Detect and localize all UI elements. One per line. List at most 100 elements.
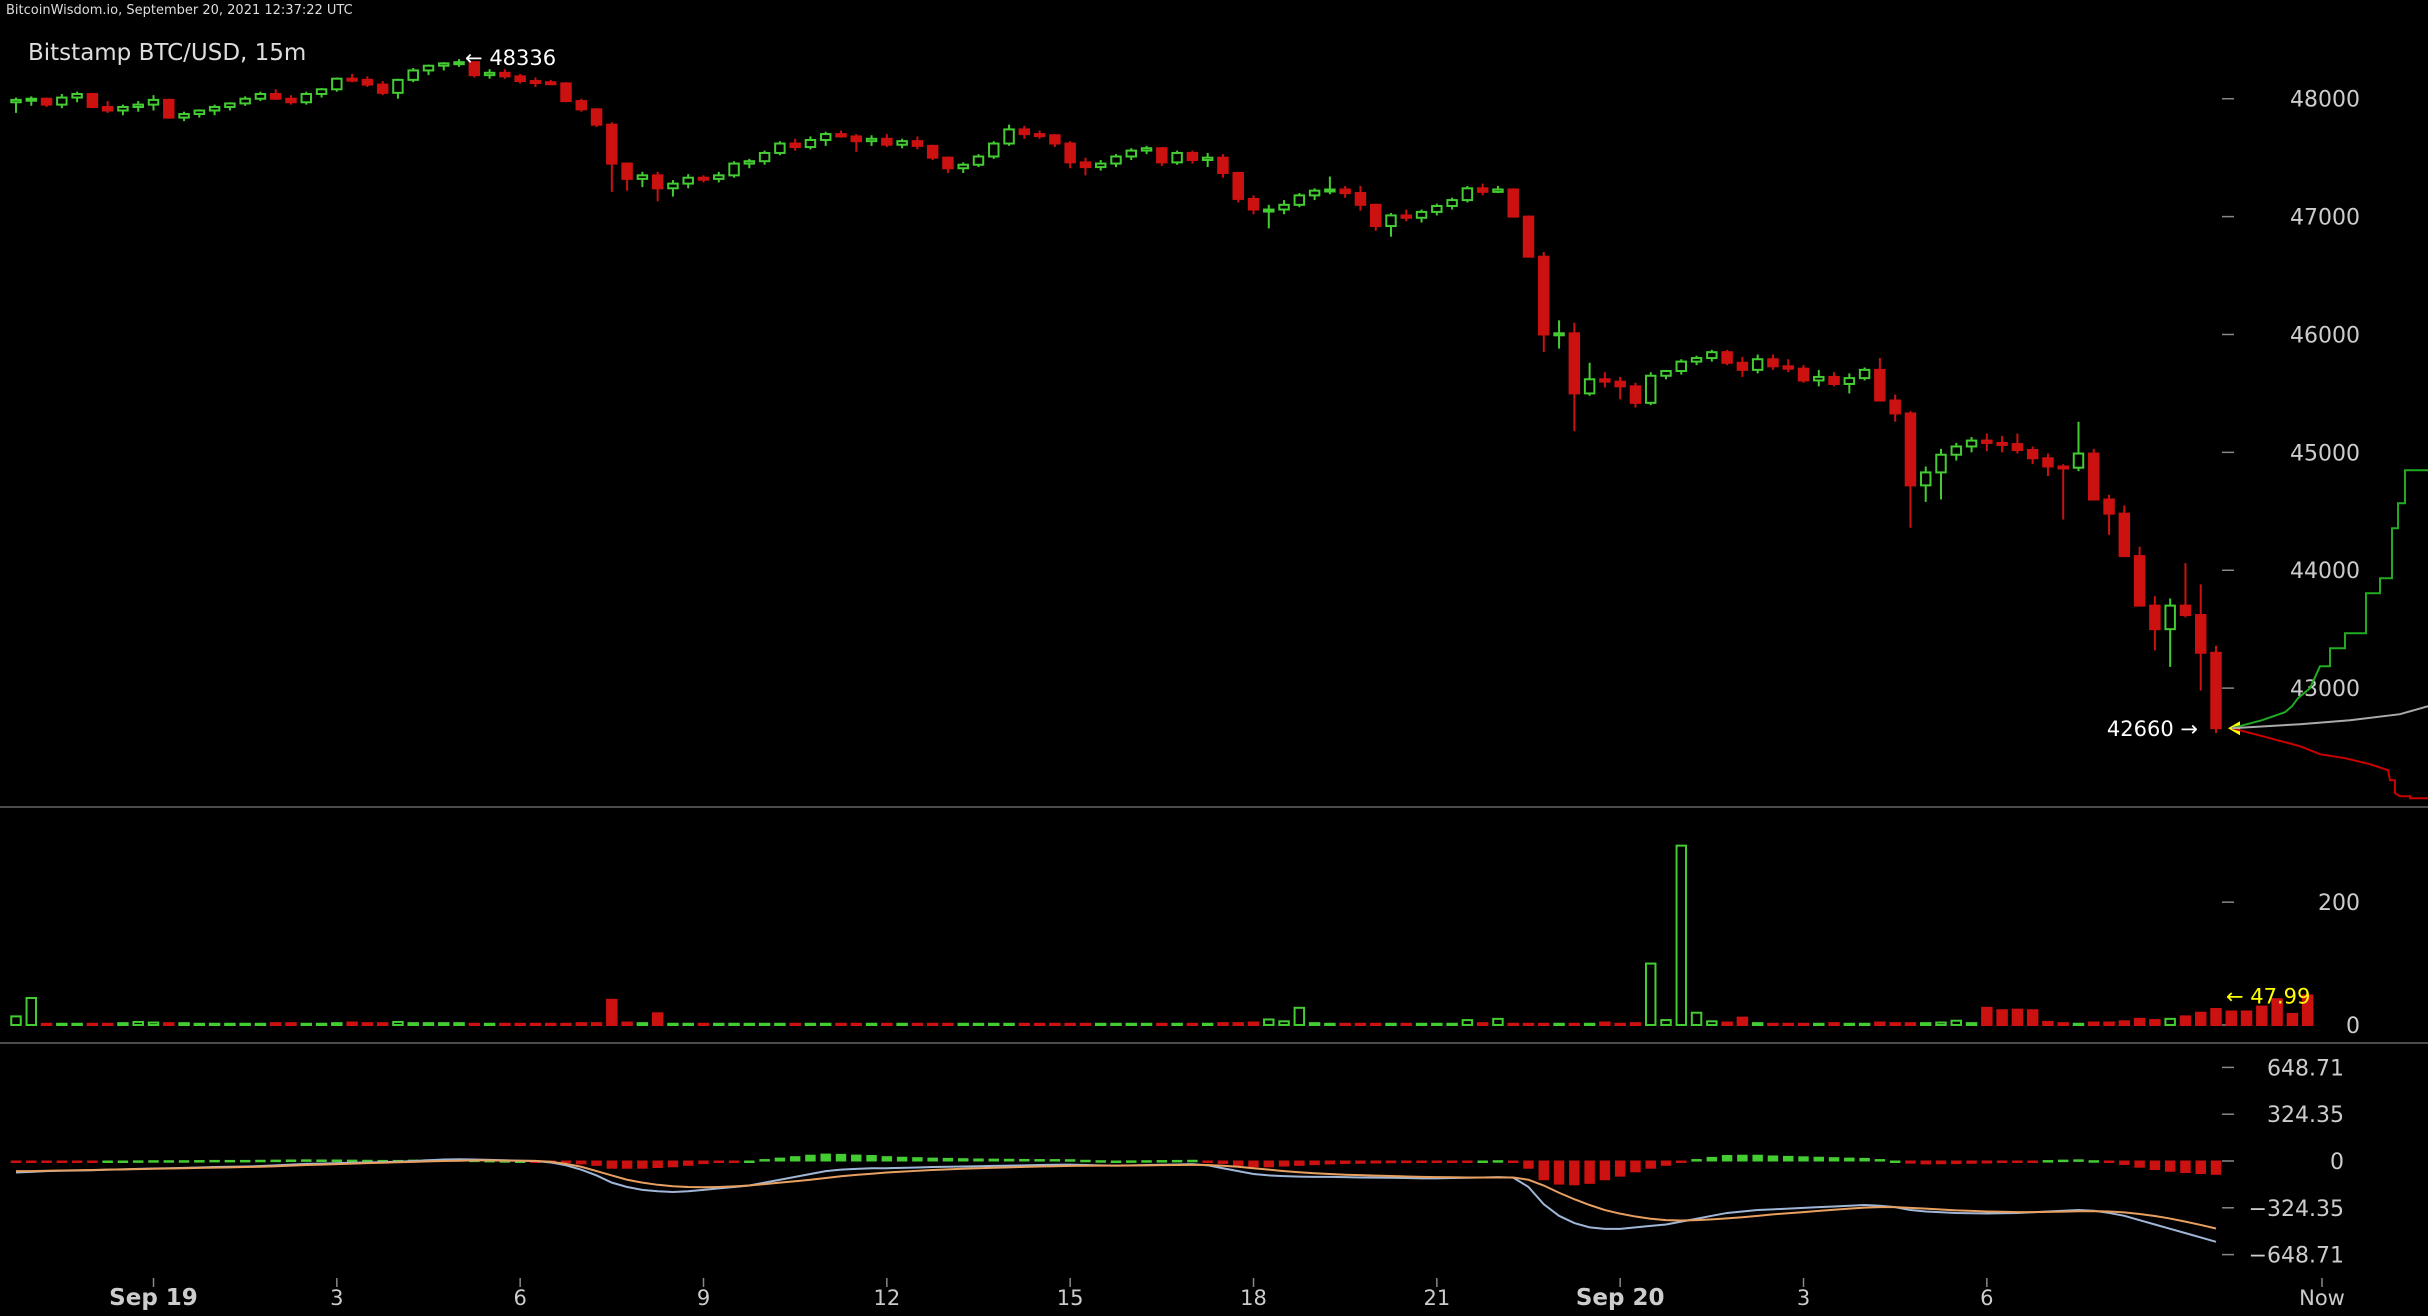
volume-bar <box>1201 1022 1214 1026</box>
candle <box>590 108 603 128</box>
candle-body <box>1553 332 1565 337</box>
candle <box>163 98 175 119</box>
candle <box>1874 358 1886 402</box>
candle-body <box>117 105 129 112</box>
candle <box>438 62 450 71</box>
volume-bar <box>728 1022 740 1026</box>
candle-body <box>1538 255 1550 336</box>
macd-histogram-bar <box>132 1160 144 1163</box>
macd-histogram-bar <box>1080 1159 1091 1163</box>
candle <box>1217 154 1229 178</box>
volume-bar <box>2194 1011 2207 1027</box>
candle <box>1721 349 1733 366</box>
candle-body <box>590 108 603 126</box>
volume-bar <box>1049 1022 1061 1026</box>
candle <box>667 180 679 197</box>
candle-body <box>636 174 649 180</box>
candle <box>483 69 496 79</box>
macd-histogram-bar <box>26 1160 37 1163</box>
volume-bar <box>2286 1012 2299 1027</box>
macd-histogram-bar <box>87 1160 98 1163</box>
candle <box>1125 148 1138 161</box>
volume-bar <box>2011 1008 2024 1027</box>
macd-histogram-bar <box>1966 1160 1977 1164</box>
volume-bar <box>1996 1009 2008 1026</box>
candle <box>1461 185 1474 203</box>
candle <box>1599 372 1611 388</box>
macd-histogram-bar <box>1782 1155 1794 1162</box>
macd-histogram-bar <box>1599 1160 1611 1181</box>
macd-histogram-bar <box>1370 1160 1381 1164</box>
candle <box>1201 152 1214 168</box>
candle <box>2164 598 2176 667</box>
y-tick-label: −324.35 <box>2249 1197 2344 1222</box>
volume-bar <box>1874 1021 1886 1026</box>
candle <box>1965 437 1978 453</box>
candle <box>40 97 53 107</box>
candle-body <box>147 98 160 106</box>
candle-body <box>1583 378 1596 395</box>
candle <box>1690 355 1703 366</box>
volume-bar <box>926 1022 939 1026</box>
candle-body <box>926 144 939 159</box>
macd-histogram-bar <box>851 1154 862 1162</box>
candle-body <box>285 97 297 104</box>
macd-histogram-bar <box>1049 1159 1061 1162</box>
volume-bar <box>315 1022 328 1026</box>
candle-body <box>1568 332 1581 395</box>
volume-bar <box>1904 1022 1917 1027</box>
candle-body <box>728 162 740 177</box>
macd-histogram-bar <box>1034 1159 1045 1162</box>
macd-histogram-bar <box>576 1160 587 1165</box>
candle-body <box>972 155 985 166</box>
candle <box>1614 376 1626 400</box>
volume-bar <box>1293 1006 1306 1026</box>
macd-histogram-bar <box>1339 1160 1351 1164</box>
candle-body <box>346 77 358 82</box>
volume-bar <box>1614 1022 1626 1026</box>
candle-body <box>1110 155 1122 165</box>
volume-bar <box>865 1022 878 1026</box>
candle-body <box>1843 377 1856 385</box>
macd-histogram-bar <box>866 1155 877 1162</box>
volume-bar <box>758 1022 771 1026</box>
volume-bar <box>911 1022 924 1026</box>
candle <box>422 64 435 76</box>
candle-body <box>713 174 725 180</box>
volume-bar <box>2072 1022 2085 1026</box>
volume-bar <box>1385 1022 1397 1026</box>
macd-histogram-bar <box>2210 1160 2222 1175</box>
candle <box>1522 215 1535 258</box>
depth-mid-line <box>2231 705 2428 730</box>
candle <box>575 98 588 112</box>
candle <box>285 95 297 105</box>
macd-histogram-bar <box>41 1160 52 1163</box>
volume-bar <box>942 1022 954 1026</box>
macd-histogram-bar <box>652 1160 663 1168</box>
candle <box>529 77 542 87</box>
volume-bar <box>560 1022 572 1026</box>
candle-body <box>1996 441 2008 446</box>
candle <box>300 91 313 105</box>
candle-body <box>865 137 878 143</box>
macd-histogram-bar <box>1431 1160 1443 1163</box>
x-tick-label: Now <box>2299 1286 2345 1310</box>
candle <box>1996 435 2008 453</box>
volume-bar <box>331 1022 343 1027</box>
macd-histogram-bar <box>71 1160 83 1163</box>
candle-body <box>2042 457 2054 468</box>
macd-histogram-bar <box>1889 1160 1901 1163</box>
macd-histogram-bar <box>759 1159 770 1162</box>
y-tick-label: 0 <box>2330 1150 2344 1175</box>
x-tick-label: 15 <box>1057 1286 1084 1310</box>
candle <box>606 122 618 192</box>
candle-body <box>468 61 481 77</box>
candle-body <box>300 93 313 104</box>
volume-bar <box>2256 1005 2268 1026</box>
volume-bar <box>1263 1018 1275 1027</box>
volume-bar <box>499 1022 511 1026</box>
candle <box>789 138 801 151</box>
candle-body <box>499 71 511 78</box>
candle <box>1858 367 1871 381</box>
candle <box>881 134 893 148</box>
